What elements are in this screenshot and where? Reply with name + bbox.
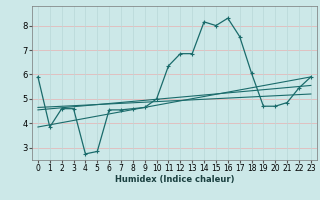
X-axis label: Humidex (Indice chaleur): Humidex (Indice chaleur) <box>115 175 234 184</box>
